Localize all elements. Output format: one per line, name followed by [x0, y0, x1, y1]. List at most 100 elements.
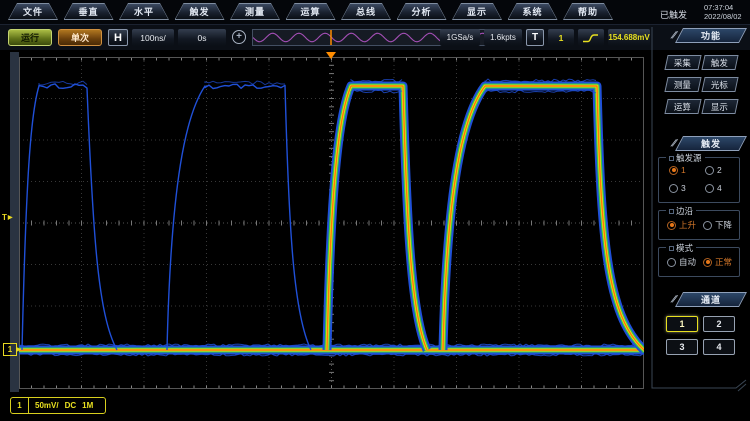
- timebase-button[interactable]: 100ns/: [132, 29, 174, 46]
- run-button[interactable]: 运行: [8, 29, 52, 46]
- horizontal-button[interactable]: H: [108, 29, 128, 46]
- function-button-label: 采集: [674, 57, 692, 68]
- section-header-tab: 通道: [675, 292, 748, 307]
- sidebar-frame: [651, 27, 747, 392]
- divider: [28, 398, 29, 413]
- square-bullet-icon: [669, 245, 674, 251]
- time-label: 07:37:04: [704, 3, 734, 12]
- single-button[interactable]: 单次: [58, 29, 102, 46]
- function-button[interactable]: 触发: [701, 55, 739, 70]
- menu-item[interactable]: 水平: [119, 3, 169, 20]
- radio-option[interactable]: 自动: [667, 256, 696, 268]
- function-button[interactable]: 采集: [664, 55, 702, 70]
- menu-item-label: 测量: [231, 4, 279, 19]
- section-title: 功能: [701, 31, 722, 41]
- ground-marker-label: 1: [7, 345, 13, 354]
- menu-item-label: 文件: [9, 4, 57, 19]
- trigger-level-marker-icon[interactable]: T ▶: [2, 213, 13, 222]
- group-title: 边沿: [676, 206, 694, 216]
- menu-item-label: 分析: [397, 4, 446, 19]
- radio-option[interactable]: 2: [705, 165, 722, 175]
- channel1-info-box[interactable]: 1 50mV/ DC 1M: [10, 397, 106, 414]
- channel1-ground-marker-icon[interactable]: 1 ▶: [3, 343, 21, 356]
- radio-icon: [705, 165, 714, 175]
- radio-label: 自动: [679, 257, 697, 267]
- radio-option[interactable]: 1: [669, 165, 686, 175]
- channel-button[interactable]: 2: [703, 316, 735, 332]
- radio-option[interactable]: 下降: [703, 219, 732, 231]
- trigger-status-label: 已触发: [660, 10, 688, 20]
- radio-icon: [669, 183, 678, 193]
- function-button-label: 触发: [711, 57, 729, 68]
- menu-item[interactable]: 测量: [230, 3, 280, 20]
- trigger-button[interactable]: T: [526, 29, 544, 46]
- group-title: 模式: [676, 243, 694, 253]
- radio-label: 1: [681, 165, 686, 175]
- radio-icon: [705, 183, 714, 193]
- section-header-tab: 功能: [675, 28, 748, 43]
- radio-icon: [669, 165, 678, 175]
- menu-item[interactable]: 帮助: [563, 3, 613, 20]
- menu-item[interactable]: 分析: [396, 3, 447, 20]
- radio-label: 3: [681, 183, 686, 193]
- function-button[interactable]: 运算: [664, 99, 702, 114]
- menu-item[interactable]: 运算: [285, 3, 336, 20]
- function-button[interactable]: 显示: [701, 99, 739, 114]
- radio-icon: [667, 220, 676, 230]
- channel-button[interactable]: 3: [666, 339, 698, 355]
- section-header-trigger: ⫽ 触发: [670, 136, 748, 151]
- rising-edge-icon[interactable]: [578, 29, 604, 46]
- channel-button[interactable]: 1: [666, 316, 698, 332]
- channel-number: 1: [17, 401, 22, 410]
- function-button[interactable]: 光标: [701, 77, 739, 92]
- menu-item-label: 系统: [508, 4, 557, 19]
- menu-item[interactable]: 垂直: [63, 3, 114, 20]
- square-bullet-icon: [669, 155, 674, 161]
- menu-bar: 文件 垂直 水平 触发 测量 运算 总线 分析 显示 系统 帮助: [0, 0, 750, 24]
- trigger-position-marker-icon[interactable]: [326, 52, 336, 59]
- group-label: 边沿: [666, 205, 697, 217]
- vertical-scale: 50mV/: [35, 401, 59, 410]
- group-trigger-mode: 模式自动 正常: [658, 242, 740, 277]
- menu-item[interactable]: 显示: [452, 3, 502, 20]
- group-label: 触发源: [666, 152, 705, 164]
- zoom-in-icon[interactable]: +: [232, 30, 246, 44]
- coupling: DC: [64, 401, 77, 410]
- channel-button[interactable]: 4: [703, 339, 735, 355]
- square-bullet-icon: [669, 208, 674, 214]
- menu-item-label: 显示: [453, 4, 501, 19]
- date-label: 2022/08/02: [704, 12, 742, 21]
- waveform-display[interactable]: [19, 57, 644, 389]
- section-title: 触发: [701, 139, 722, 149]
- radio-option[interactable]: 4: [705, 183, 722, 193]
- function-button[interactable]: 测量: [664, 77, 702, 92]
- radio-option[interactable]: 上升: [667, 219, 696, 231]
- radio-label: 2: [717, 165, 722, 175]
- section-header-channel: ⫽ 通道: [670, 292, 748, 307]
- menu-item[interactable]: 触发: [174, 3, 225, 20]
- radio-label: 下降: [715, 220, 733, 230]
- impedance: 1M: [82, 401, 94, 410]
- group-title: 触发源: [676, 153, 702, 163]
- radio-label: 上升: [679, 220, 697, 230]
- group-label: 模式: [666, 242, 697, 254]
- trigger-source-button[interactable]: 1: [548, 29, 574, 46]
- horizontal-offset-button[interactable]: 0s: [178, 29, 226, 46]
- radio-icon: [703, 220, 712, 230]
- group-trigger-edge: 边沿上升 下降: [658, 205, 740, 240]
- menu-item-label: 帮助: [564, 4, 612, 19]
- function-button-label: 测量: [674, 79, 692, 90]
- memory-depth-label: 1.6kpts: [484, 29, 522, 46]
- trigger-level-value[interactable]: 154.688mV: [608, 29, 650, 46]
- menu-item-label: 运算: [286, 4, 335, 19]
- section-header-function: ⫽ 功能: [670, 28, 748, 43]
- menu-item[interactable]: 文件: [8, 3, 58, 20]
- radio-label: 正常: [715, 257, 733, 267]
- menu-item-label: 水平: [120, 4, 168, 19]
- sample-rate-label: 1GSa/s: [440, 29, 480, 46]
- menu-item[interactable]: 系统: [507, 3, 558, 20]
- radio-option[interactable]: 3: [669, 183, 686, 193]
- function-button-label: 显示: [711, 101, 729, 112]
- menu-item[interactable]: 总线: [341, 3, 391, 20]
- radio-option[interactable]: 正常: [703, 256, 732, 268]
